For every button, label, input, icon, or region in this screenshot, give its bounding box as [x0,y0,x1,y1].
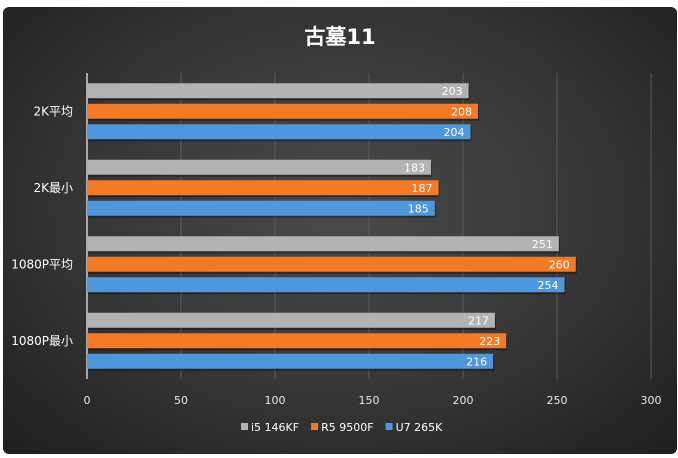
x-tick-label: 100 [265,394,286,407]
data-label: 185 [408,202,429,215]
bar [87,236,559,252]
data-label: 217 [468,314,489,327]
data-label: 187 [412,182,433,195]
data-label: 254 [538,279,559,292]
legend-swatch [311,423,319,430]
bar [87,312,495,328]
x-axis-ticks: 0 50 100 150 200 250 300 [84,394,662,407]
data-label: 203 [442,85,463,98]
data-label: 204 [444,126,465,139]
bar [87,277,565,293]
data-label: 260 [549,258,570,271]
data-label: 208 [451,105,472,118]
bar [87,103,479,119]
bar [87,200,435,216]
gridlines [86,73,652,379]
legend-label: R5 9500F [321,421,373,434]
bar [87,124,471,140]
x-tick-label: 0 [84,394,91,407]
bar [87,256,576,272]
bar [87,83,469,99]
bar [87,333,507,349]
legend-label: U7 265K [396,421,444,434]
x-tick-label: 300 [641,394,662,407]
data-label: 251 [532,238,553,251]
x-tick-label: 50 [174,394,188,407]
bar [87,353,494,369]
data-label: 183 [404,161,425,174]
x-tick-label: 200 [453,394,474,407]
data-label: 216 [466,355,487,368]
legend-swatch [241,423,248,430]
category-label: 1080P最小 [11,334,73,348]
category-label: 2K最小 [33,181,73,195]
bar [87,159,432,175]
x-tick-label: 250 [547,394,568,407]
chart-frame: 古墓11 203 208 204 183 187 185 251 260 254 217 223 21… [3,7,677,454]
category-label: 2K平均 [33,104,73,118]
legend: i5 146KF R5 9500F U7 265K [241,421,443,434]
chart-title: 古墓11 [304,25,375,49]
category-labels: 2K平均 2K最小 1080P平均 1080P最小 [11,104,73,348]
x-tick-label: 150 [359,394,380,407]
chart-canvas: 古墓11 203 208 204 183 187 185 251 260 254 217 223 21… [11,25,662,434]
bars: 203 208 204 183 187 185 251 260 254 217 223 216 [87,83,577,371]
legend-swatch [385,423,393,430]
category-label: 1080P平均 [11,257,73,271]
bar [87,180,439,196]
legend-label: i5 146KF [251,421,299,434]
data-label: 223 [479,335,500,348]
